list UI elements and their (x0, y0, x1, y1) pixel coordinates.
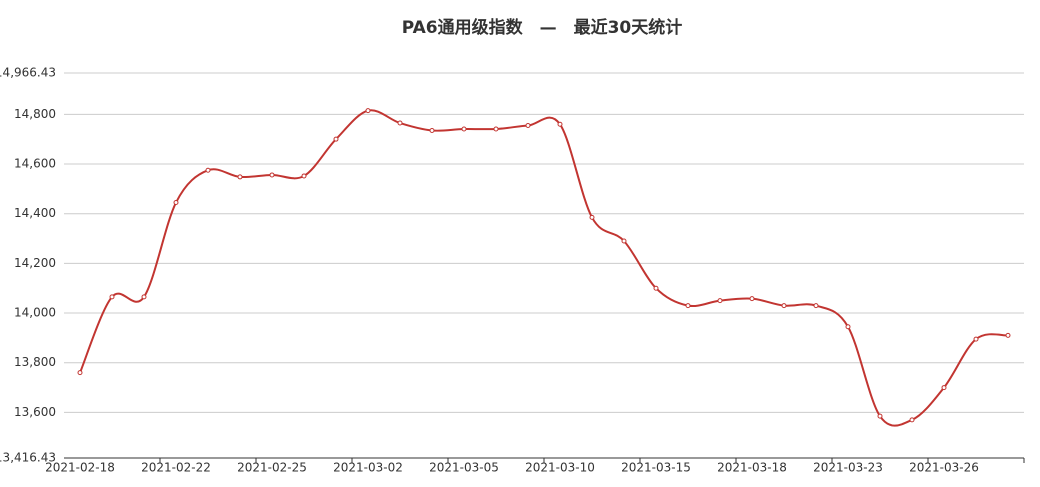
y-tick-label: 14,600 (14, 157, 56, 171)
point (557, 121, 563, 127)
point (109, 294, 115, 300)
point (877, 413, 883, 419)
chart-title: PA6通用级指数 — 最近30天统计 (402, 17, 683, 38)
point (141, 294, 147, 300)
point (493, 126, 499, 132)
point (717, 298, 723, 304)
point (525, 123, 531, 129)
point (589, 214, 595, 220)
y-tick-label: 14,966.43 (0, 66, 56, 80)
point (205, 167, 211, 173)
x-tick-label: 2021-03-05 (429, 461, 499, 475)
x-tick-label: 2021-03-26 (909, 461, 979, 475)
point (397, 120, 403, 126)
x-tick-label: 2021-03-10 (525, 461, 595, 475)
point (365, 108, 371, 114)
point (301, 173, 307, 179)
line (79, 109, 1009, 427)
point (173, 200, 179, 206)
point (749, 296, 755, 302)
y-tick-label: 13,800 (14, 355, 56, 369)
x-tick-label: 2021-02-22 (141, 461, 211, 475)
y-tick-label: 14,400 (14, 206, 56, 220)
point (653, 285, 659, 291)
x-tick-label: 2021-03-15 (621, 461, 691, 475)
point (429, 127, 435, 133)
point (909, 417, 915, 423)
point (1005, 332, 1011, 338)
point (237, 174, 243, 180)
point (813, 303, 819, 309)
point (461, 126, 467, 132)
point (77, 370, 83, 376)
point (269, 172, 275, 178)
x-tick-label: 2021-03-02 (333, 461, 403, 475)
point (973, 336, 979, 342)
x-tick-label: 2021-03-23 (813, 461, 883, 475)
point (685, 303, 691, 309)
point (621, 238, 627, 244)
x-tick-label: 2021-02-25 (237, 461, 307, 475)
point (781, 303, 787, 309)
y-tick-label: 14,200 (14, 256, 56, 270)
y-tick-label: 13,416.43 (0, 451, 56, 465)
x-tick-label: 2021-02-18 (45, 461, 115, 475)
point (845, 324, 851, 330)
point (333, 136, 339, 142)
y-tick-label: 14,800 (14, 107, 56, 121)
x-tick-label: 2021-03-18 (717, 461, 787, 475)
y-tick-label: 13,600 (14, 405, 56, 419)
y-tick-label: 14,000 (14, 306, 56, 320)
point (941, 385, 947, 391)
